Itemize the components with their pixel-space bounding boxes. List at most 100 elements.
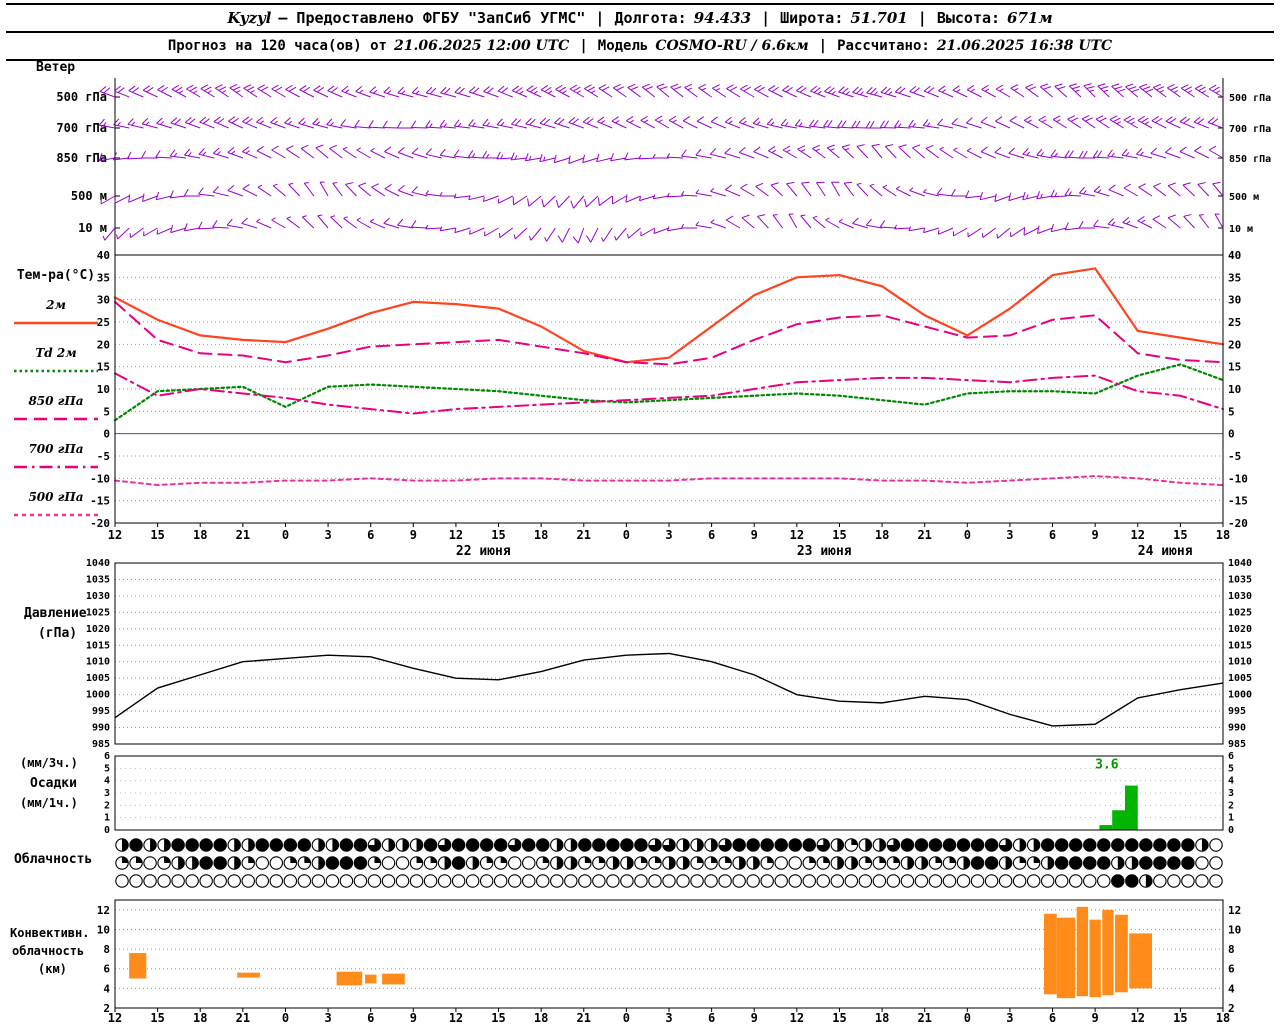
hour-label: 18 (534, 1011, 548, 1024)
hour-label: 18 (1216, 1011, 1230, 1024)
hour-label: 0 (623, 1011, 630, 1024)
cloud-cover-symbol (423, 838, 438, 852)
cloud-cover-symbol (269, 838, 284, 852)
cloud-cover-symbol (648, 874, 662, 888)
wind-barb (300, 148, 315, 159)
header: Kyzyl — Предоставлено ФГБУ "ЗапСиб УГМС"… (6, 3, 1274, 61)
wind-barb (966, 150, 982, 159)
convective-cloud-bar (365, 974, 377, 984)
wind-barb (695, 154, 712, 159)
wind-barb (898, 146, 911, 159)
wind-barb (1025, 87, 1039, 98)
wind-barb (768, 89, 783, 98)
wind-barb (837, 126, 854, 129)
wind-barb (640, 227, 656, 237)
cloud-cover-symbol (802, 838, 817, 852)
wind-barb (257, 88, 272, 98)
wind-barb (667, 195, 684, 198)
wind-barb (577, 227, 585, 244)
wind-barb (812, 148, 826, 159)
cloud-cover-symbol (1111, 838, 1125, 852)
cloud-cover-symbol (1097, 838, 1111, 852)
convective-title-3: (км) (38, 962, 67, 976)
wind-barb (980, 195, 996, 201)
cloud-cover-symbol (255, 838, 270, 852)
wind-barb (1022, 195, 1039, 201)
wind-barb (597, 121, 613, 129)
cloud-cover-symbol (1097, 856, 1111, 870)
wind-barb (354, 126, 371, 129)
wind-barb (539, 122, 556, 129)
wind-barb (797, 148, 812, 159)
cloud-cover-symbol (984, 838, 999, 852)
wind-barb (982, 227, 997, 238)
wind-barb (627, 87, 641, 98)
wind-barb (213, 152, 229, 159)
wind-barb (200, 88, 215, 98)
wind-barb (1121, 154, 1138, 159)
wind-barb (440, 227, 457, 232)
legend-line-sample (14, 465, 98, 469)
date-label: 23 июня (797, 544, 852, 559)
wind-barb (371, 186, 386, 197)
wind-barb (1136, 153, 1153, 159)
wind-barb (596, 157, 613, 163)
wind-barb (698, 87, 712, 98)
legend-item-Td-2м: Td 2м (6, 346, 106, 379)
hour-label: 3 (324, 528, 331, 542)
wind-barb (710, 153, 726, 159)
calculated-time: 21.06.2025 16:38 UTC (936, 38, 1113, 54)
wind-barb (525, 157, 542, 162)
wind-barb (884, 146, 897, 159)
cloud-cover-symbol (634, 838, 648, 852)
legend-label: 2м (46, 298, 66, 312)
tick-label: -10 (90, 472, 110, 485)
wind-barb (100, 195, 116, 205)
wind-barb (212, 191, 229, 197)
tick-label: 2 (103, 1002, 110, 1015)
wind-barb (766, 123, 783, 129)
wind-barb (368, 126, 385, 129)
cloud-cover-symbol (774, 874, 788, 888)
cloud-cover-symbol (732, 838, 746, 852)
wind-barb (602, 227, 613, 242)
cloud-cover-symbol (634, 874, 648, 888)
wind-barb (741, 217, 755, 229)
wind-barb (1037, 227, 1053, 234)
wind-barb (256, 221, 272, 229)
wind-barb (227, 190, 244, 197)
cloud-cover-symbol (956, 874, 971, 888)
tick-label: 6 (1228, 751, 1234, 762)
cloud-cover-symbol (339, 874, 354, 888)
wind-panel-title: Ветер (36, 60, 76, 75)
wind-barb (590, 227, 599, 243)
cloud-cover-symbol (451, 874, 466, 888)
cloud-cover-symbol (788, 874, 802, 888)
convective-cloud-bar (336, 971, 363, 986)
cloud-cover-symbol (465, 838, 480, 852)
wind-barb (625, 195, 641, 203)
wind-barb (1022, 153, 1039, 159)
wind-barb (384, 151, 400, 159)
series-Td-2м (113, 363, 1225, 422)
tick-label: 3 (104, 788, 110, 799)
wind-barb (1179, 121, 1195, 129)
cloud-cover-symbol (564, 874, 578, 888)
cloudiness-panel (115, 838, 1223, 888)
cloud-cover-symbol (1209, 838, 1223, 852)
temperature-panel: -20 -20 -15 -15 -10 -10 -5 -5 0 0 5 5 10 10 15 15 20 20 25… (90, 249, 1248, 530)
wind-barb (753, 151, 769, 159)
hour-label: 3 (324, 1011, 331, 1024)
cloud-cover-symbol (1167, 838, 1181, 852)
latitude-label: Широта: (780, 9, 844, 27)
wind-barb (469, 227, 485, 235)
hour-label: 3 (665, 528, 672, 542)
temperature-panel-title: Тем-ра(°C) (16, 268, 96, 283)
wind-barb (1051, 227, 1067, 233)
wind-barb (270, 122, 286, 129)
separator: | (917, 9, 927, 27)
wind-barb (525, 123, 542, 129)
cloud-cover-symbol (1181, 874, 1195, 888)
cloud-cover-symbol (1195, 874, 1209, 888)
wind-barb (99, 124, 116, 129)
